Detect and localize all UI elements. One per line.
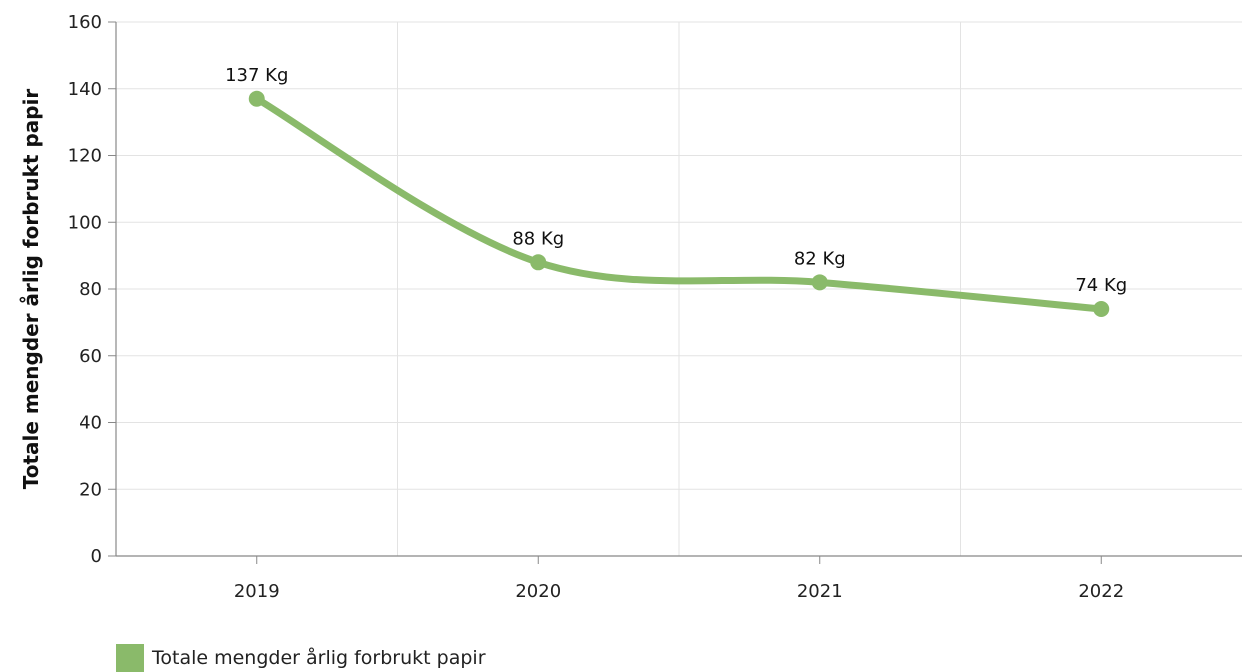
x-tick-label: 2020: [515, 581, 561, 602]
y-tick-label: 60: [79, 346, 102, 367]
legend-label: Totale mengder årlig forbrukt papir: [152, 647, 486, 669]
y-tick-label: 160: [68, 12, 102, 33]
data-point: [811, 274, 828, 291]
x-tick-label: 2021: [797, 581, 843, 602]
x-tick-label: 2019: [234, 581, 280, 602]
y-axis-label: Totale mengder årlig forbrukt papir: [19, 89, 43, 490]
y-tick-label: 40: [79, 413, 102, 434]
y-tick-label: 100: [68, 212, 102, 233]
data-label: 137 Kg: [225, 65, 288, 86]
series-layer: 137 Kg 88 Kg 82 Kg 74 Kg: [225, 65, 1127, 318]
legend[interactable]: Totale mengder årlig forbrukt papir: [116, 644, 486, 672]
x-axis-ticks: 2019 2020 2021 2022: [234, 556, 1124, 602]
data-label: 88 Kg: [512, 228, 564, 249]
y-tick-label: 20: [79, 479, 102, 500]
y-tick-label: 140: [68, 79, 102, 100]
data-point: [248, 90, 265, 107]
y-tick-label: 120: [68, 146, 102, 167]
series-line: [253, 95, 1105, 313]
line-chart: 0 20 40 60 80 100 120 140 160 2019 2020 2021 2022 1…: [19, 12, 1242, 602]
data-label: 74 Kg: [1075, 275, 1127, 296]
legend-swatch: [116, 644, 144, 672]
y-tick-label: 0: [91, 546, 102, 567]
grid-lines: [116, 21, 1242, 556]
x-tick-label: 2022: [1078, 581, 1124, 602]
y-axis-ticks: 0 20 40 60 80 100 120 140 160: [68, 12, 116, 567]
y-tick-label: 80: [79, 279, 102, 300]
data-point: [530, 254, 547, 271]
data-point: [1093, 301, 1110, 318]
data-label: 82 Kg: [794, 248, 846, 269]
